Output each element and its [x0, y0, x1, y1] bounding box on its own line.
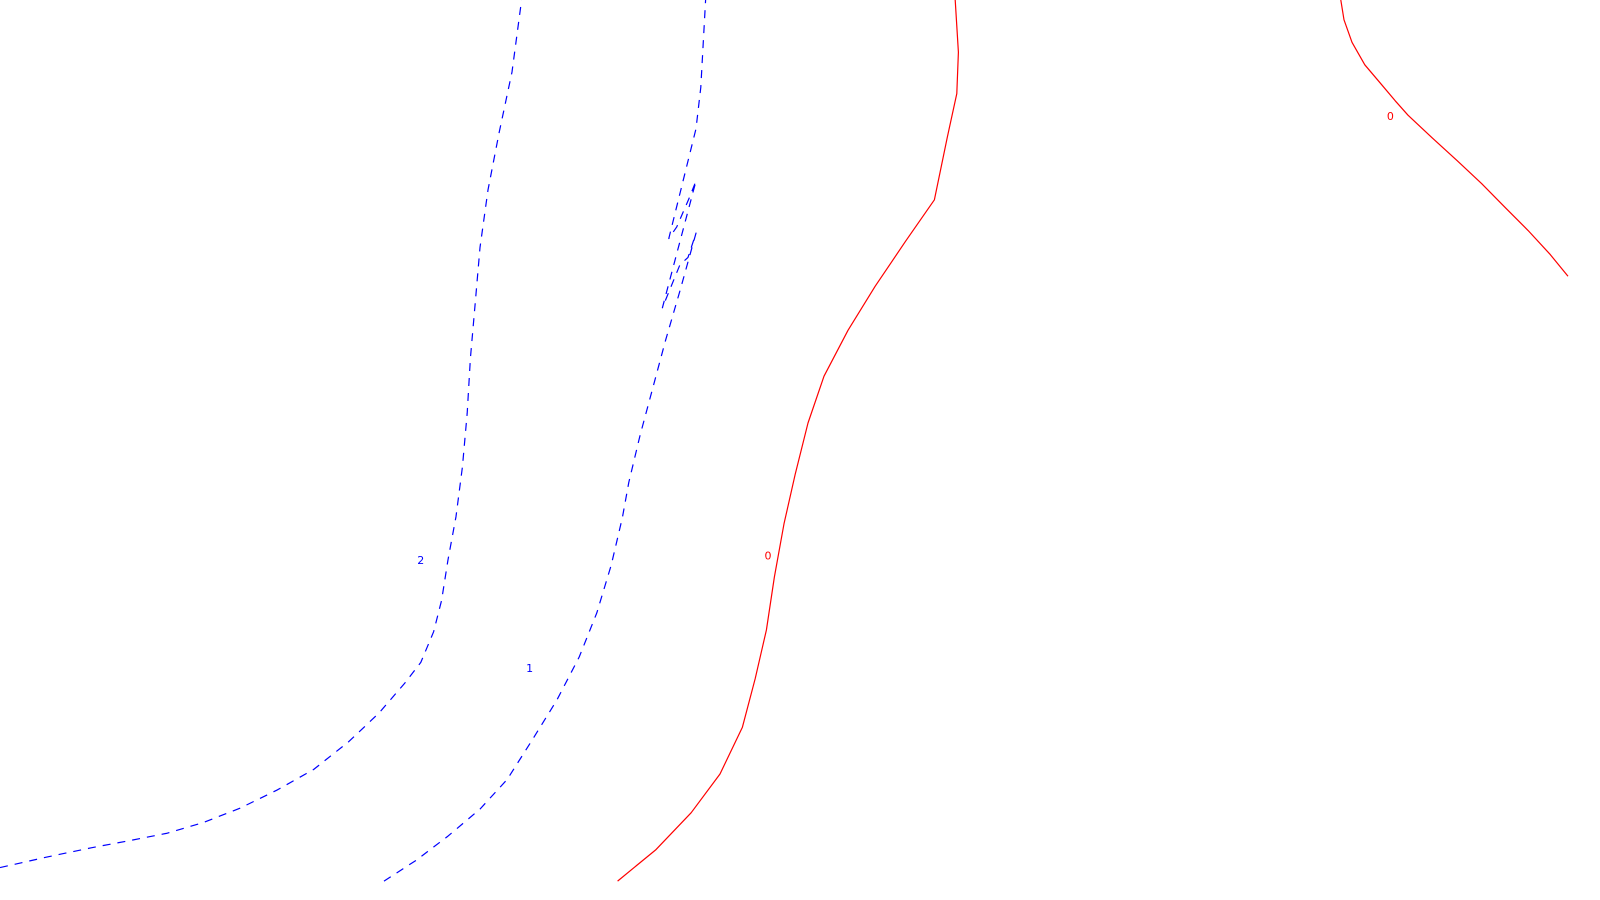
- contour-label-1: 1: [526, 662, 533, 675]
- contour-line-2-0: [0, 0, 523, 869]
- contour-label-bg: [415, 552, 426, 566]
- contour-line-1-1: [383, 0, 707, 882]
- contour-line-0-3: [1340, 0, 1569, 277]
- contour-label-0: 0: [765, 549, 772, 562]
- contour-label-0: 0: [1387, 110, 1394, 123]
- contour-label-bg: [1385, 109, 1396, 123]
- contour-label-2: 2: [417, 554, 424, 567]
- contour-label-bg: [763, 548, 773, 562]
- contour-label-bg: [524, 660, 535, 674]
- contour-line-0-2: [617, 0, 959, 882]
